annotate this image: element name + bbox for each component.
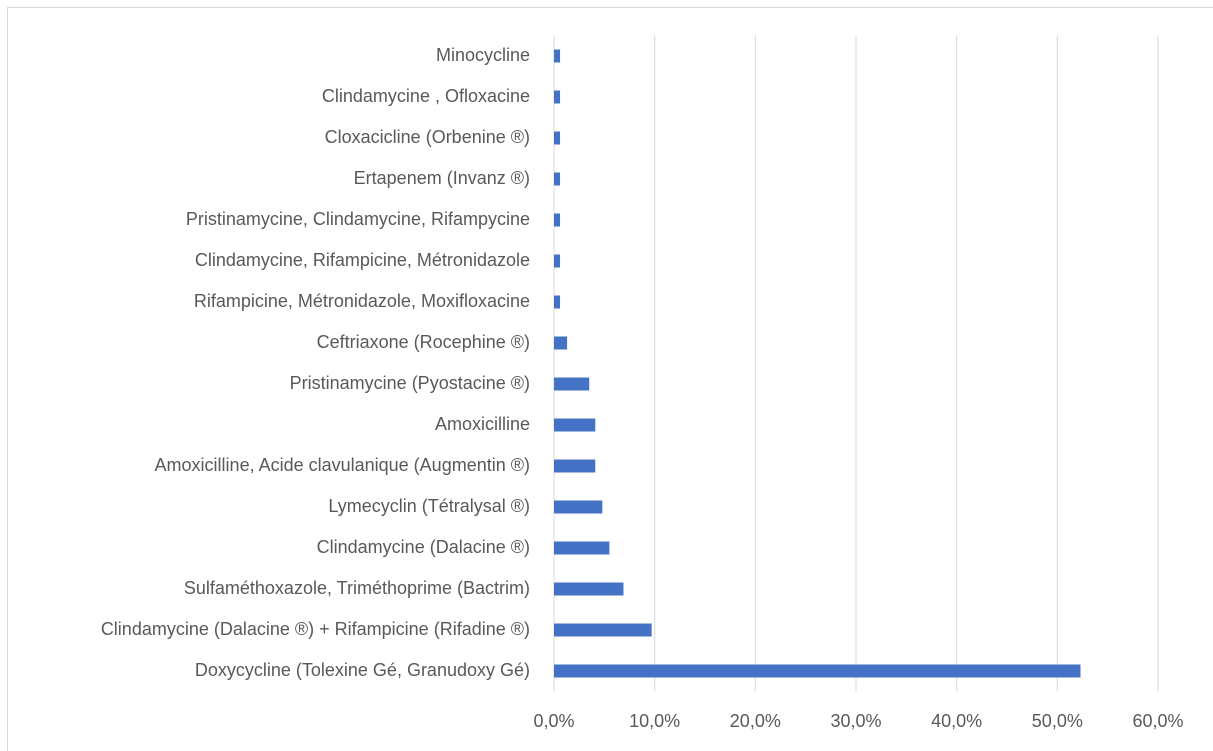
x-tick-label: 60,0% [1132,711,1183,731]
y-tick-label: Rifampicine, Métronidazole, Moxifloxacin… [194,291,530,311]
bar [554,336,568,350]
bar [554,295,561,309]
bar [554,664,1081,678]
y-tick-label: Doxycycline (Tolexine Gé, Granudoxy Gé) [195,660,530,680]
x-tick-label: 0,0% [533,711,574,731]
y-tick-label: Amoxicilline, Acide clavulanique (Augmen… [155,455,530,475]
bar [554,623,652,637]
y-tick-label: Lymecyclin (Tétralysal ®) [328,496,530,516]
y-tick-label: Clindamycine (Dalacine ®) [317,537,530,557]
y-tick-label: Clindamycine (Dalacine ®) + Rifampicine … [101,619,530,639]
y-tick-label: Pristinamycine (Pyostacine ®) [290,373,530,393]
x-tick-label: 50,0% [1032,711,1083,731]
y-tick-label: Amoxicilline [435,414,530,434]
bar [554,582,624,596]
x-tick-label: 10,0% [629,711,680,731]
bar [554,377,590,391]
x-tick-label: 20,0% [730,711,781,731]
y-tick-label: Clindamycine , Ofloxacine [322,86,530,106]
bar [554,459,596,473]
y-tick-label: Cloxacicline (Orbenine ®) [325,127,530,147]
y-tick-label: Sulfaméthoxazole, Triméthoprime (Bactrim… [184,578,530,598]
y-tick-label: Ceftriaxone (Rocephine ®) [317,332,530,352]
bar [554,418,596,432]
y-tick-label: Pristinamycine, Clindamycine, Rifampycin… [186,209,530,229]
bar [554,49,561,63]
bar [554,213,561,227]
chart-border [7,7,1213,751]
bar [554,172,561,186]
bar [554,90,561,104]
bar [554,131,561,145]
bar [554,254,561,268]
bar [554,500,603,514]
x-tick-label: 30,0% [830,711,881,731]
y-tick-label: Minocycline [436,45,530,65]
y-tick-label: Clindamycine, Rifampicine, Métronidazole [195,250,530,270]
y-tick-label: Ertapenem (Invanz ®) [354,168,530,188]
x-tick-label: 40,0% [931,711,982,731]
bar [554,541,610,555]
